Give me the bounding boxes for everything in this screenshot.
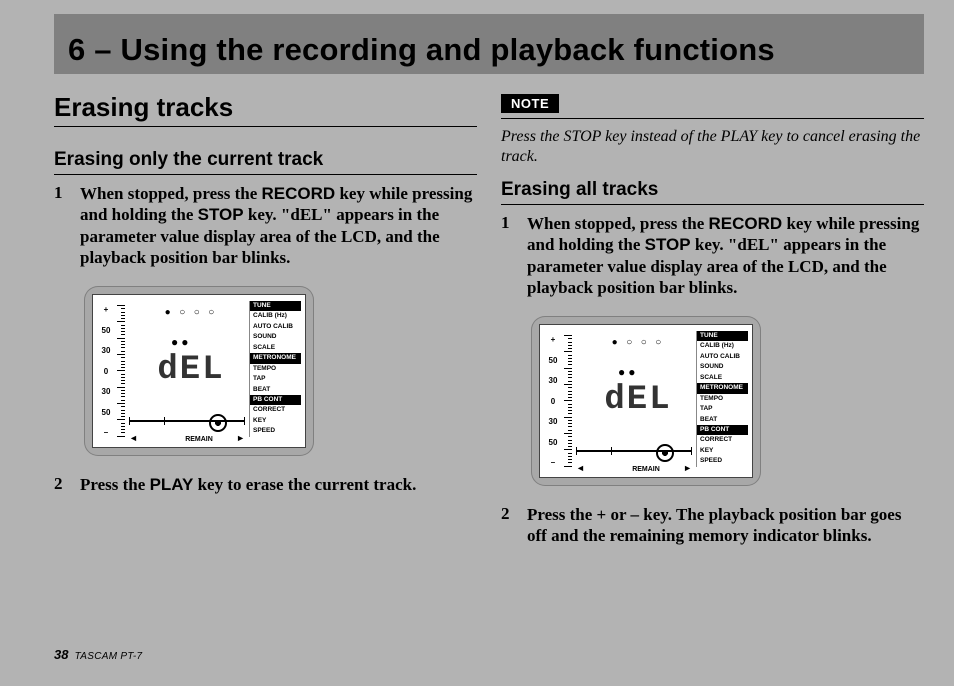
section-heading: Erasing tracks xyxy=(54,92,477,127)
step-item: 1 When stopped, press the RECORD key whi… xyxy=(54,183,477,268)
lcd-menu-item: TEMPO xyxy=(249,364,301,374)
subsection-heading: Erasing only the current track xyxy=(54,149,477,175)
lcd-value: dEL xyxy=(141,351,241,389)
lcd-menu-item: METRONOME xyxy=(249,353,301,363)
lcd-menu-item: TAP xyxy=(696,404,748,414)
lcd-center-dots: ● ● xyxy=(618,365,636,380)
lcd-menu-item: TAP xyxy=(249,374,301,384)
step-text: Press the PLAY key to erase the current … xyxy=(80,474,416,495)
lcd-arrow-left: ◄ xyxy=(576,463,585,473)
chapter-title: 6 – Using the recording and playback fun… xyxy=(68,32,775,68)
lcd-menu-item: SCALE xyxy=(696,373,748,383)
lcd-remain-label: REMAIN xyxy=(93,436,305,443)
lcd-menu-item: PB CONT xyxy=(696,425,748,435)
step-item: 2 Press the + or – key. The playback pos… xyxy=(501,504,924,547)
columns: Erasing tracks Erasing only the current … xyxy=(54,92,924,638)
lcd-value: dEL xyxy=(588,381,688,419)
step-item: 1 When stopped, press the RECORD key whi… xyxy=(501,213,924,298)
lcd-menu-item: TUNE xyxy=(249,301,301,311)
lcd-menu-item: KEY xyxy=(249,416,301,426)
steps-list: 1 When stopped, press the RECORD key whi… xyxy=(54,183,477,268)
lcd-remain-label: REMAIN xyxy=(540,466,752,473)
lcd-menu-item: SCALE xyxy=(249,343,301,353)
lcd-menu-item: CORRECT xyxy=(249,405,301,415)
lcd-scale-labels: +503003050– xyxy=(544,335,562,467)
step-text: Press the + or – key. The playback posit… xyxy=(527,504,924,547)
lcd-menu: TUNECALIB (Hz)AUTO CALIBSOUNDSCALEMETRON… xyxy=(696,331,748,471)
lcd-menu-item: AUTO CALIB xyxy=(249,322,301,332)
lcd-ticks xyxy=(564,335,572,467)
lcd-menu-item: BEAT xyxy=(696,415,748,425)
lcd-diagram: +503003050– ● ○ ○ ○ ● ● dEL TUNECALIB (H… xyxy=(84,286,314,456)
step-number: 1 xyxy=(501,213,517,298)
lcd-ticks xyxy=(117,305,125,437)
step-number: 2 xyxy=(501,504,517,547)
lcd-arrow-left: ◄ xyxy=(129,433,138,443)
lcd-menu-item: METRONOME xyxy=(696,383,748,393)
lcd-arrow-right: ► xyxy=(236,433,245,443)
page-footer: 38 TASCAM PT-7 xyxy=(54,647,142,662)
lcd-screen: +503003050– ● ○ ○ ○ ● ● dEL TUNECALIB (H… xyxy=(92,294,306,448)
lcd-menu-item: PB CONT xyxy=(249,395,301,405)
subsection-heading: Erasing all tracks xyxy=(501,179,924,205)
step-number: 1 xyxy=(54,183,70,268)
lcd-menu-item: CALIB (Hz) xyxy=(696,341,748,351)
lcd-menu: TUNECALIB (Hz)AUTO CALIBSOUNDSCALEMETRON… xyxy=(249,301,301,441)
lcd-menu-item: SOUND xyxy=(249,332,301,342)
step-text: When stopped, press the RECORD key while… xyxy=(80,183,477,268)
lcd-menu-item: TUNE xyxy=(696,331,748,341)
lcd-menu-item: CALIB (Hz) xyxy=(249,311,301,321)
manual-page: 6 – Using the recording and playback fun… xyxy=(0,0,954,686)
lcd-diagram: +503003050– ● ○ ○ ○ ● ● dEL TUNECALIB (H… xyxy=(531,316,761,486)
note-rule xyxy=(501,118,924,119)
step-number: 2 xyxy=(54,474,70,495)
lcd-menu-item: KEY xyxy=(696,446,748,456)
right-column: NOTE Press the STOP key instead of the P… xyxy=(501,92,924,638)
lcd-top-dots: ● ○ ○ ○ xyxy=(588,337,688,348)
lcd-screen: +503003050– ● ○ ○ ○ ● ● dEL TUNECALIB (H… xyxy=(539,324,753,478)
lcd-menu-item: BEAT xyxy=(249,385,301,395)
steps-list: 1 When stopped, press the RECORD key whi… xyxy=(501,213,924,298)
lcd-menu-item: TEMPO xyxy=(696,394,748,404)
lcd-track xyxy=(129,417,245,425)
lcd-arrow-right: ► xyxy=(683,463,692,473)
steps-list: 2 Press the PLAY key to erase the curren… xyxy=(54,474,477,495)
note-text: Press the STOP key instead of the PLAY k… xyxy=(501,127,924,167)
step-item: 2 Press the PLAY key to erase the curren… xyxy=(54,474,477,495)
chapter-banner: 6 – Using the recording and playback fun… xyxy=(54,14,924,74)
left-column: Erasing tracks Erasing only the current … xyxy=(54,92,477,638)
lcd-menu-item: SOUND xyxy=(696,362,748,372)
model-label: TASCAM PT-7 xyxy=(75,651,143,662)
lcd-track xyxy=(576,447,692,455)
note-badge: NOTE xyxy=(501,94,559,113)
page-number: 38 xyxy=(54,647,68,662)
lcd-menu-item: AUTO CALIB xyxy=(696,352,748,362)
steps-list: 2 Press the + or – key. The playback pos… xyxy=(501,504,924,547)
lcd-center-dots: ● ● xyxy=(171,335,189,350)
lcd-scale-labels: +503003050– xyxy=(97,305,115,437)
lcd-menu-item: CORRECT xyxy=(696,435,748,445)
step-text: When stopped, press the RECORD key while… xyxy=(527,213,924,298)
lcd-top-dots: ● ○ ○ ○ xyxy=(141,307,241,318)
